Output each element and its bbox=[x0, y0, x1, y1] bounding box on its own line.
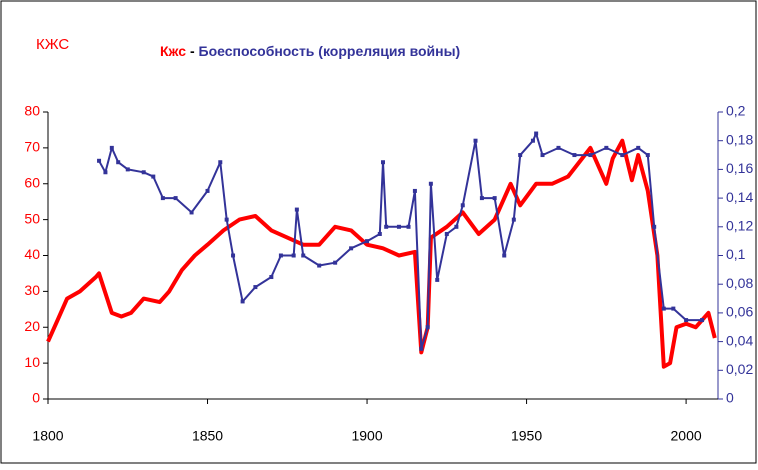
series-marker bbox=[556, 145, 561, 150]
y2-tick-label: 0,02 bbox=[726, 361, 753, 377]
series-marker bbox=[588, 153, 593, 158]
series-marker bbox=[109, 145, 114, 150]
series-marker bbox=[333, 260, 338, 265]
series-marker bbox=[160, 196, 165, 201]
y-tick-label: 50 bbox=[24, 210, 40, 226]
series-marker bbox=[116, 160, 121, 165]
series-marker bbox=[540, 153, 545, 158]
series-marker bbox=[473, 138, 478, 143]
series-marker bbox=[294, 207, 299, 212]
y2-tick-label: 0,16 bbox=[726, 160, 753, 176]
series-marker bbox=[377, 231, 382, 236]
series-marker bbox=[534, 131, 539, 136]
series-marker bbox=[240, 299, 245, 304]
series-marker bbox=[671, 306, 676, 311]
series-marker bbox=[317, 263, 322, 268]
series-marker bbox=[684, 318, 689, 323]
x-tick-label: 2000 bbox=[671, 428, 702, 444]
series-marker bbox=[173, 196, 178, 201]
series-marker bbox=[604, 145, 609, 150]
y2-tick-label: 0,08 bbox=[726, 275, 753, 291]
legend-entry: Боеспособность (корреляция войны) bbox=[199, 43, 461, 59]
series-marker bbox=[425, 325, 430, 330]
y-tick-label: 30 bbox=[24, 282, 40, 298]
series-marker bbox=[572, 153, 577, 158]
series-marker bbox=[428, 181, 433, 186]
series-line bbox=[46, 138, 717, 369]
series-marker bbox=[103, 170, 108, 175]
x-tick-label: 1850 bbox=[192, 428, 223, 444]
series-marker bbox=[278, 253, 283, 258]
y2-tick-label: 0 bbox=[726, 390, 734, 406]
corner-label: КЖС bbox=[36, 36, 69, 53]
series-marker bbox=[492, 196, 497, 201]
series-marker bbox=[384, 224, 389, 229]
y2-tick-label: 0,12 bbox=[726, 218, 753, 234]
series-marker bbox=[661, 306, 666, 311]
series-marker bbox=[652, 224, 657, 229]
series-marker bbox=[253, 285, 258, 290]
legend-entry: Кжс bbox=[160, 43, 186, 59]
series-marker bbox=[224, 217, 229, 222]
legend-separator: - bbox=[190, 43, 195, 59]
series-marker bbox=[530, 138, 535, 143]
series-marker bbox=[365, 239, 370, 244]
series-marker bbox=[444, 231, 449, 236]
y2-tick-label: 0,2 bbox=[726, 103, 746, 119]
series-marker bbox=[291, 253, 296, 258]
y-tick-label: 70 bbox=[24, 139, 40, 155]
series-marker bbox=[435, 277, 440, 282]
y-tick-label: 20 bbox=[24, 318, 40, 334]
series-marker bbox=[301, 253, 306, 258]
y-tick-label: 0 bbox=[32, 390, 40, 406]
series-marker bbox=[518, 153, 523, 158]
series-marker bbox=[97, 158, 102, 163]
series-marker bbox=[645, 153, 650, 158]
series-marker bbox=[381, 160, 385, 165]
y-tick-label: 60 bbox=[24, 174, 40, 190]
series-marker bbox=[511, 217, 516, 222]
x-tick-label: 1800 bbox=[32, 428, 63, 444]
series-marker bbox=[620, 153, 625, 158]
series-marker bbox=[349, 246, 354, 251]
series-marker bbox=[454, 224, 459, 229]
legend: Кжс - Боеспособность (корреляция войны) bbox=[160, 43, 460, 59]
series-marker bbox=[189, 210, 194, 215]
series-marker bbox=[125, 167, 130, 172]
series-marker bbox=[231, 253, 236, 258]
series-marker bbox=[396, 224, 401, 229]
series-marker bbox=[269, 275, 274, 280]
y2-tick-label: 0,18 bbox=[726, 131, 753, 147]
x-tick-label: 1950 bbox=[511, 428, 542, 444]
series-marker bbox=[460, 203, 465, 208]
series-marker bbox=[141, 170, 146, 175]
series-marker bbox=[700, 318, 705, 323]
series-marker bbox=[406, 224, 411, 229]
y2-tick-label: 0,1 bbox=[726, 246, 746, 262]
y-tick-label: 80 bbox=[24, 103, 40, 119]
x-tick-label: 1900 bbox=[351, 428, 382, 444]
series-marker bbox=[151, 174, 156, 179]
y2-tick-label: 0,06 bbox=[726, 304, 753, 320]
y2-tick-label: 0,14 bbox=[726, 189, 753, 205]
series-marker bbox=[502, 253, 507, 258]
y2-tick-label: 0,04 bbox=[726, 332, 753, 348]
series-marker bbox=[479, 196, 484, 201]
y-tick-label: 40 bbox=[24, 246, 40, 262]
series-marker bbox=[412, 188, 417, 193]
series-marker bbox=[205, 188, 210, 193]
series-marker bbox=[218, 160, 223, 165]
series-marker bbox=[419, 346, 424, 351]
y-tick-label: 10 bbox=[24, 354, 40, 370]
series-marker bbox=[636, 145, 641, 150]
